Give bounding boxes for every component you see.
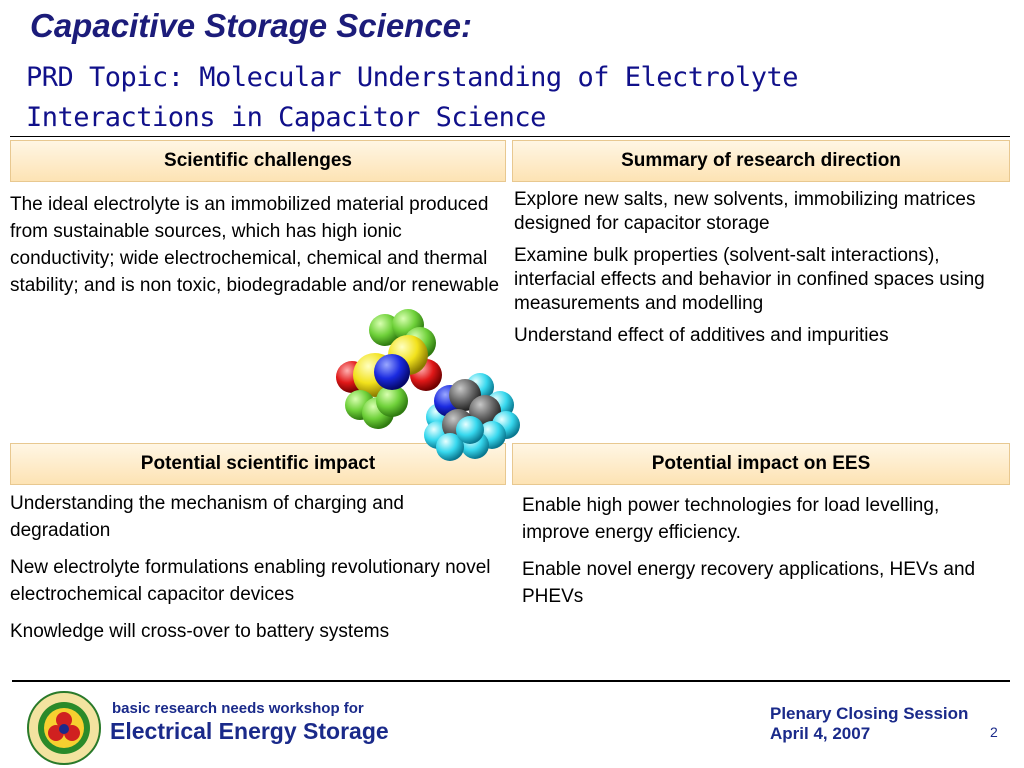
scientific-impact-paragraph: Understanding the mechanism of charging … xyxy=(10,493,404,541)
slide-title: Capacitive Storage Science: xyxy=(30,7,473,44)
challenges-header: Scientific challenges xyxy=(10,140,506,182)
bottom-divider xyxy=(12,680,1010,682)
ees-impact-header-label: Potential impact on EES xyxy=(651,453,871,474)
research-header: Summary of research direction xyxy=(512,140,1010,182)
challenges-body: The ideal electrolyte is an immobilized … xyxy=(10,191,500,309)
ees-impact-body: Enable high power technologies for load … xyxy=(522,492,1002,620)
research-paragraph: Understand effect of additives and impur… xyxy=(514,325,889,346)
ees-impact-paragraph: Enable novel energy recovery application… xyxy=(522,559,976,607)
scientific-impact-body: Understanding the mechanism of charging … xyxy=(10,490,500,655)
ees-impact-header: Potential impact on EES xyxy=(512,443,1010,485)
scientific-impact-paragraph: Knowledge will cross-over to battery sys… xyxy=(10,621,390,642)
research-header-label: Summary of research direction xyxy=(621,150,901,171)
session-title: Plenary Closing Session xyxy=(770,704,969,723)
workshop-line2: Electrical Energy Storage xyxy=(110,718,389,744)
workshop-line1: basic research needs workshop for xyxy=(112,700,364,717)
challenges-header-label: Scientific challenges xyxy=(164,150,352,171)
session-date: April 4, 2007 xyxy=(770,724,871,743)
ees-impact-paragraph: Enable high power technologies for load … xyxy=(522,495,940,543)
challenges-paragraph: The ideal electrolyte is an immobilized … xyxy=(10,194,500,296)
scientific-impact-header-label: Potential scientific impact xyxy=(140,453,376,474)
office-of-basic-energy-sciences-seal-icon xyxy=(27,691,101,765)
research-body: Explore new salts, new solvents, immobil… xyxy=(514,188,1004,356)
research-paragraph: Examine bulk properties (solvent-salt in… xyxy=(514,245,985,314)
scientific-impact-header: Potential scientific impact xyxy=(10,443,506,485)
page-number: 2 xyxy=(990,724,998,740)
slide-subtitle: PRD Topic: Molecular Understanding of El… xyxy=(26,62,799,133)
scientific-impact-paragraph: New electrolyte formulations enabling re… xyxy=(10,557,491,605)
research-paragraph: Explore new salts, new solvents, immobil… xyxy=(514,189,976,234)
top-divider xyxy=(10,136,1010,137)
electrolyte-molecule-model-icon xyxy=(336,309,520,461)
